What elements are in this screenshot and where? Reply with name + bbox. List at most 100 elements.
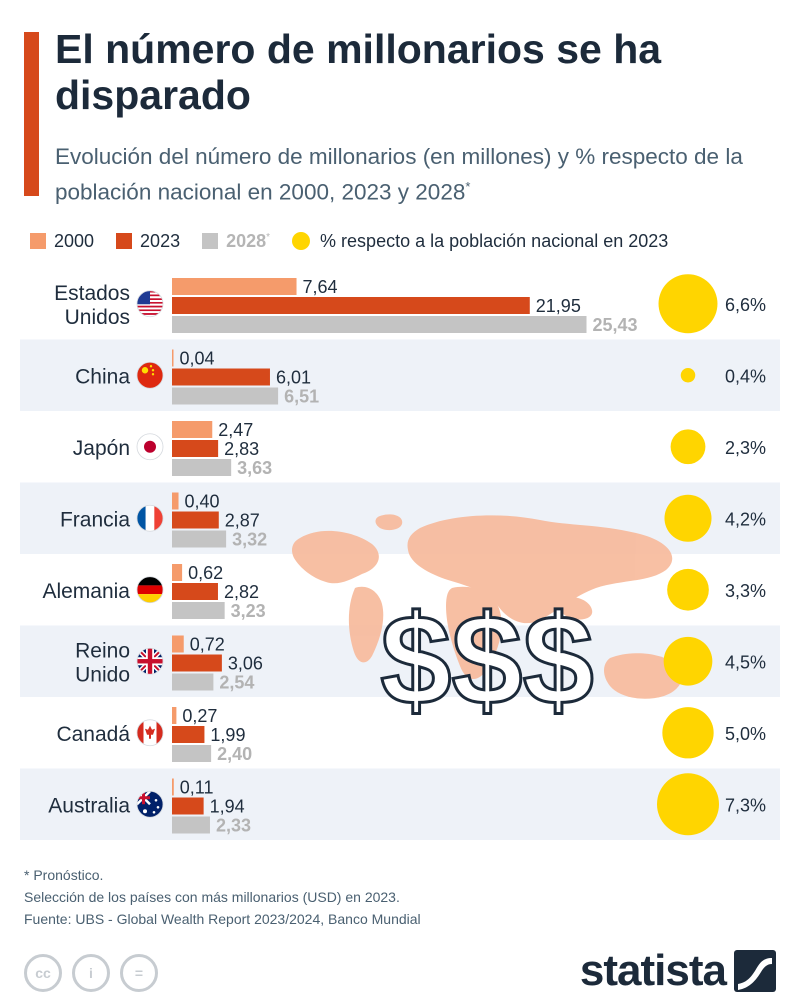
us-stripe — [137, 305, 163, 308]
source-note: Fuente: UBS - Global Wealth Report 2023/… — [24, 911, 421, 927]
legend-swatch-2028 — [202, 233, 219, 249]
fr-white — [145, 505, 155, 532]
subtitle-asterisk: * — [465, 179, 471, 194]
us-stripe — [137, 313, 163, 315]
bar-2023 — [172, 297, 530, 314]
bar-value-label-2000: 0,40 — [185, 492, 220, 512]
bar-2028 — [172, 816, 210, 834]
bar-2028 — [172, 316, 587, 333]
population-bubble — [657, 773, 719, 836]
cn-star-small — [151, 373, 155, 376]
au-star — [154, 798, 158, 802]
de-black — [137, 576, 163, 586]
legend-swatch-population — [292, 232, 311, 250]
germany-flag-icon-ring — [136, 576, 164, 604]
ca-right — [156, 719, 163, 746]
country-label: Unidos — [65, 306, 130, 329]
au-star — [152, 810, 156, 814]
country-label: Japón — [73, 437, 130, 460]
bar-2023 — [172, 511, 219, 529]
bar-2000 — [172, 707, 177, 724]
title-accent-bar — [24, 32, 39, 196]
population-bubbles-layer: 6,6% 0,4% 2,3% 4,2% 3,3% 4,5% 5,0% 7,3% — [657, 274, 766, 836]
us-stripe-white — [137, 303, 163, 306]
population-bubble — [662, 707, 714, 759]
bar-2000 — [172, 278, 297, 295]
legend-item-2028: 2028* — [202, 231, 270, 252]
bar-2000 — [172, 564, 183, 581]
footnote-selection: Selección de los países con más millonar… — [24, 889, 400, 905]
population-pct-label: 3,3% — [725, 581, 766, 601]
country-label: Canadá — [56, 723, 130, 746]
bar-value-label-2023: 21,95 — [536, 296, 581, 316]
us-stripe-white — [137, 311, 163, 314]
bar-2023 — [172, 583, 218, 600]
australia-flag-icon-ring — [136, 790, 164, 818]
statista-logo-icon — [734, 950, 776, 992]
uk-cross-h-red — [137, 659, 163, 664]
bar-value-label-2023: 1,94 — [210, 797, 245, 817]
bar-2023 — [172, 368, 270, 386]
license-icons: cc i = — [24, 954, 168, 992]
china-flag-icon-body — [137, 362, 163, 389]
cc-icon[interactable]: cc — [24, 954, 62, 992]
de-red — [137, 585, 163, 595]
japan-flag-icon — [136, 433, 164, 461]
population-pct-label: 5,0% — [725, 724, 766, 744]
bar-2028 — [172, 387, 279, 405]
legend-item-population: % respecto a la población nacional en 20… — [292, 231, 668, 252]
bar-value-label-2023: 1,99 — [210, 725, 245, 745]
population-pct-label: 4,2% — [725, 509, 766, 529]
bar-value-label-2028: 25,43 — [593, 315, 638, 335]
population-pct-label: 7,3% — [725, 795, 766, 815]
legend-label-population: % respecto a la población nacional en 20… — [320, 230, 669, 251]
statista-logo[interactable]: statista — [580, 946, 776, 996]
bar-2000 — [172, 635, 184, 653]
bar-value-label-2028: 3,23 — [231, 601, 266, 621]
bar-value-label-2000: 0,11 — [180, 778, 214, 798]
germany-flag-icon — [136, 576, 164, 604]
world-map-illustration — [292, 514, 683, 699]
uk-flag-icon-body — [137, 648, 163, 675]
page-subtitle: Evolución del número de millonarios (en … — [55, 142, 775, 208]
bar-2028 — [172, 673, 214, 691]
france-flag-icon — [136, 504, 164, 532]
bars-layer: 7,64 21,95 25,43 0,04 6,016,51 2,472,833,63 0,… — [172, 277, 638, 836]
bar-value-label-2023: 3,06 — [228, 654, 263, 674]
ca-left — [137, 719, 144, 746]
millionaires-chart: $$$ 7,6421,9525,430,046,016,512,472,833,… — [20, 268, 780, 840]
country-label: Unido — [75, 663, 130, 686]
bar-value-label-2028: 2,33 — [216, 816, 251, 836]
bar-2023 — [172, 654, 222, 672]
bar-2000 — [172, 778, 174, 796]
au-union-h — [137, 796, 150, 800]
country-label: China — [75, 365, 130, 388]
japan-flag-icon-ring — [136, 433, 164, 461]
population-pct-label: 0,4% — [725, 366, 766, 386]
france-flag-icon-ring — [136, 504, 164, 532]
uk-flag-icon-ring — [136, 647, 164, 675]
us-flag-icon-ring — [136, 290, 164, 318]
bar-2028 — [172, 459, 232, 476]
bar-value-label-2023: 2,82 — [224, 582, 259, 602]
country-label: Alemania — [42, 580, 130, 603]
bar-2028 — [172, 530, 227, 548]
bar-value-label-2000: 0,72 — [190, 635, 225, 655]
bar-2000 — [172, 492, 179, 510]
japan-flag-icon-body — [137, 433, 163, 460]
legend-item-2023: 2023 — [116, 231, 180, 252]
no-derivatives-icon[interactable]: = — [120, 954, 158, 992]
population-bubble — [658, 274, 718, 334]
bar-value-label-2023: 6,01 — [276, 368, 311, 388]
germany-flag-icon-body — [137, 576, 163, 603]
statista-logo-text: statista — [579, 946, 727, 995]
subtitle-text: Evolución del número de millonarios (en … — [55, 144, 743, 205]
chart-legend: 2000 2023 2028* % respecto a la població… — [30, 228, 790, 254]
bar-value-label-2028: 6,51 — [284, 387, 319, 407]
population-bubble — [667, 568, 709, 611]
au-star — [143, 809, 147, 814]
attribution-icon[interactable]: i — [72, 954, 110, 992]
de-gold — [137, 594, 163, 603]
dollar-signs-text: $$$ — [380, 589, 594, 732]
legend-label-2023: 2023 — [140, 230, 181, 251]
